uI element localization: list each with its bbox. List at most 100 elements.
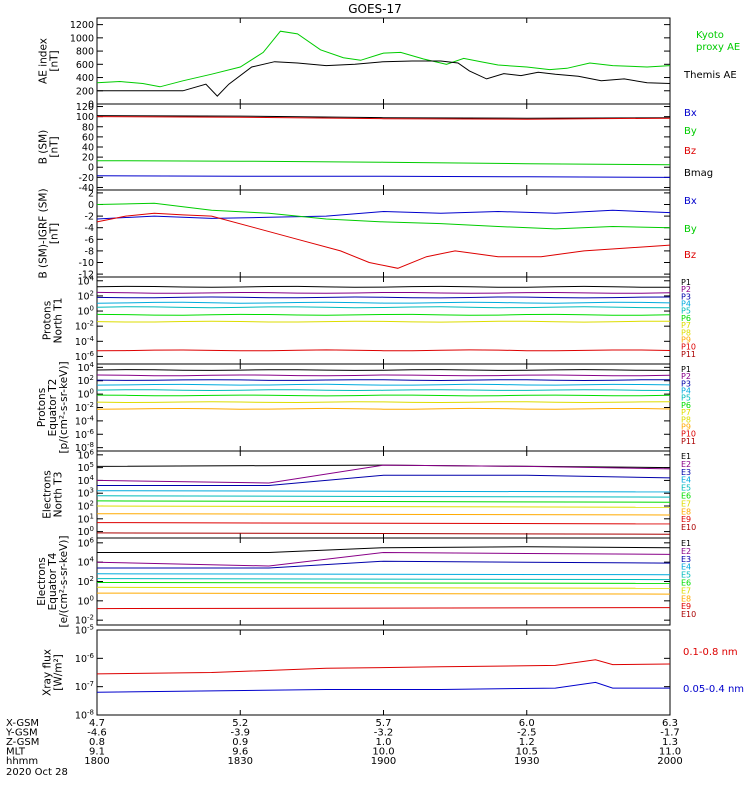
y-tick-label: -20 bbox=[78, 173, 94, 184]
ephemeris-value: 4.7 bbox=[89, 718, 105, 729]
series-line-e3 bbox=[97, 474, 671, 486]
legend-label: E10 bbox=[681, 610, 696, 619]
ephemeris-table: X-GSM 4.7 5.2 5.7 6.0 6.3 Y-GSM -4.6 -3.9 -3.2 -2.… bbox=[5, 718, 683, 767]
ephemeris-label: hhmm bbox=[6, 756, 38, 767]
legend-label: P3 bbox=[681, 379, 691, 388]
ephemeris-value: 5.2 bbox=[232, 718, 248, 729]
y-tick-label: 104 bbox=[77, 361, 94, 374]
series-line-p2 bbox=[96, 374, 671, 377]
series-line-e4 bbox=[96, 490, 671, 493]
legend-label: E6 bbox=[681, 579, 691, 588]
y-tick-label: 80 bbox=[82, 122, 94, 133]
y-tick-label: 1200 bbox=[70, 20, 94, 31]
series-line-by bbox=[96, 202, 671, 230]
ephemeris-value: 1.2 bbox=[519, 737, 535, 748]
y-tick-label: 105 bbox=[77, 461, 94, 474]
series-line-p6 bbox=[96, 394, 671, 397]
series-line-themis-ae bbox=[97, 60, 671, 97]
y-axis-label: Xray flux[W/m²] bbox=[42, 649, 65, 696]
ephemeris-value: 1.0 bbox=[376, 737, 392, 748]
y-tick-label: 100 bbox=[77, 388, 94, 401]
legend-label: Bx bbox=[684, 108, 697, 119]
y-tick-label: 104 bbox=[77, 474, 94, 487]
ephemeris-value: 5.7 bbox=[376, 718, 392, 729]
legend-label: E9 bbox=[681, 515, 691, 524]
series-line-e2 bbox=[96, 464, 671, 484]
y-tick-label: 0 bbox=[88, 200, 94, 211]
series-line-p9 bbox=[96, 407, 671, 410]
y-tick-label: 120 bbox=[76, 102, 94, 113]
y-tick-label: 102 bbox=[77, 289, 94, 302]
series-line-p1 bbox=[96, 285, 670, 288]
series-line-p10 bbox=[96, 349, 671, 352]
series-line-bz bbox=[96, 116, 671, 120]
legend-label: Bz bbox=[684, 146, 696, 157]
legend-label: E4 bbox=[681, 476, 691, 485]
ephemeris-value: 9.1 bbox=[89, 747, 105, 758]
legend-label: P2 bbox=[681, 285, 691, 294]
legend-label: P6 bbox=[681, 401, 691, 410]
y-tick-label: 20 bbox=[82, 153, 94, 164]
panel-3: 20-2-4-6-8-10-12 B (SM)-IGRF (SM)[nT] Bx By… bbox=[38, 188, 697, 280]
y-tick-label: -40 bbox=[78, 183, 94, 194]
legend-label: By bbox=[684, 126, 697, 137]
legend-label: E2 bbox=[681, 547, 691, 556]
panel-frame bbox=[96, 363, 671, 452]
legend-label: P7 bbox=[681, 321, 691, 330]
series-line-e10 bbox=[96, 532, 671, 535]
series-line-e9 bbox=[96, 522, 671, 525]
legend-label: E5 bbox=[681, 571, 691, 580]
legend-label: P1 bbox=[681, 365, 691, 374]
y-tick-label: 100 bbox=[77, 525, 94, 538]
series-line-e9 bbox=[96, 607, 671, 610]
y-tick-label: 10-6 bbox=[75, 350, 95, 363]
y-axis-label: ElectronsEquator T4[e/(cm²-s-sr-keV)] bbox=[36, 536, 70, 628]
legend-label: E3 bbox=[681, 468, 691, 477]
ephemeris-value: 1830 bbox=[228, 756, 253, 767]
ephemeris-value: 10.0 bbox=[372, 747, 394, 758]
ephemeris-label: Z-GSM bbox=[6, 737, 39, 748]
y-tick-label: 102 bbox=[77, 374, 94, 387]
series-line-e7 bbox=[96, 586, 671, 589]
y-tick-label: 10-6 bbox=[75, 652, 95, 665]
legend-label: Bx bbox=[684, 196, 697, 207]
legend-label: P5 bbox=[681, 394, 691, 403]
legend-label: P1 bbox=[681, 278, 691, 287]
series-line-0-05-0-4-nm bbox=[96, 681, 670, 693]
y-tick-label: 10-4 bbox=[75, 414, 95, 427]
series-line-e8 bbox=[96, 513, 671, 516]
ephemeris-value: -3.2 bbox=[374, 728, 394, 739]
date-label: 2020 Oct 28 bbox=[6, 767, 68, 778]
series-line-p4 bbox=[96, 301, 671, 304]
y-tick-label: -10 bbox=[78, 258, 94, 269]
y-tick-label: -4 bbox=[85, 223, 94, 234]
legend-label: Kyoto bbox=[696, 30, 724, 41]
y-tick-label: -6 bbox=[85, 235, 94, 246]
ephemeris-value: 0.9 bbox=[232, 737, 248, 748]
y-tick-label: 2 bbox=[88, 188, 94, 199]
y-tick-label: 100 bbox=[77, 305, 94, 318]
panel-4: 104 102 100 10-2 10-4 10-6 ProtonsNorth T1 P1P2… bbox=[42, 274, 696, 365]
series-line-p4 bbox=[96, 383, 671, 386]
y-tick-label: 600 bbox=[76, 60, 94, 71]
legend-label: P4 bbox=[681, 387, 691, 396]
y-tick-label: 10-2 bbox=[75, 401, 94, 414]
y-tick-label: 800 bbox=[76, 47, 94, 58]
y-axis-label: B (SM)[nT] bbox=[38, 130, 61, 164]
series-line-bx bbox=[96, 209, 671, 220]
y-tick-label: 102 bbox=[77, 575, 94, 588]
series-line-bz bbox=[96, 212, 671, 269]
legend-label: E2 bbox=[681, 460, 691, 469]
y-tick-label: 101 bbox=[77, 512, 94, 525]
series-line-e8 bbox=[96, 592, 671, 595]
legend-label: E7 bbox=[681, 586, 691, 595]
ephemeris-value: 1930 bbox=[514, 756, 539, 767]
y-axis-label: AE index[nT] bbox=[38, 38, 61, 84]
series-line-0-1-0-8-nm bbox=[96, 659, 671, 675]
panel-frame bbox=[96, 537, 671, 626]
y-tick-label: 10-6 bbox=[75, 428, 95, 441]
ephemeris-value: 1900 bbox=[371, 756, 396, 767]
ephemeris-value: 11.0 bbox=[659, 747, 681, 758]
